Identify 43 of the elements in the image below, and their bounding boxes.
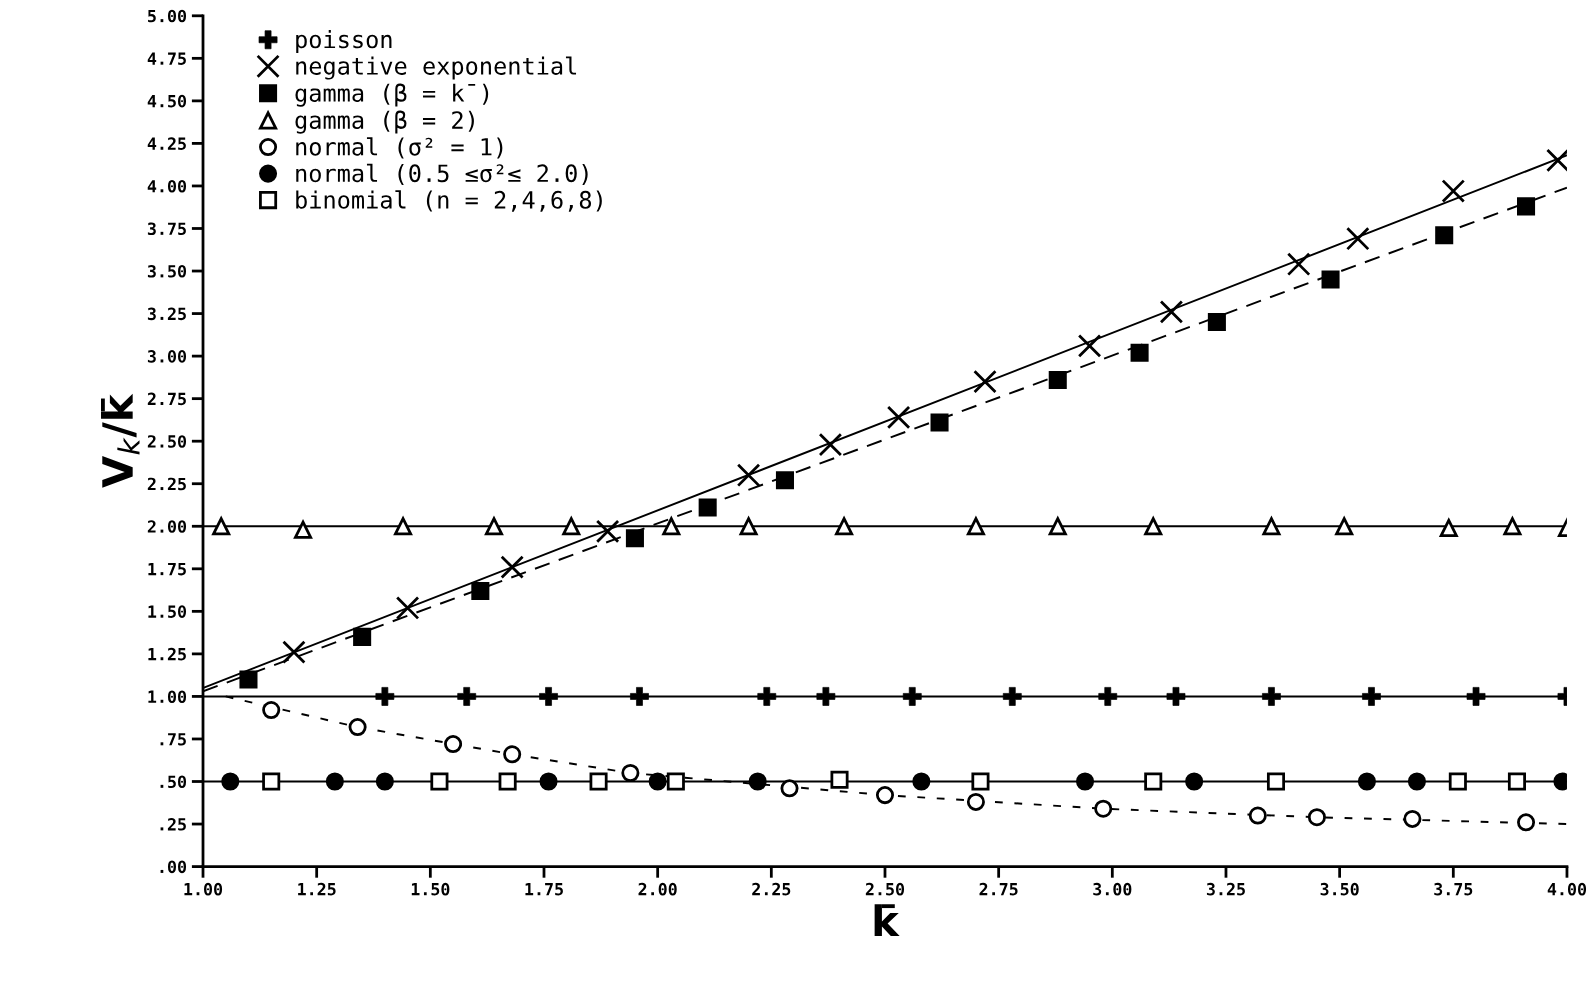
legend-label: binomial (n = 2,4,6,8) [296,190,602,212]
y-tick-label: 4.50 [147,94,187,108]
y-tick-label: 4.00 [147,179,187,193]
y-tick-label: 3.00 [147,350,187,363]
y-tick-label: 3.50 [147,264,187,278]
x-tick-label: 1.00 [184,882,223,896]
y-tick-label: .75 [160,733,186,746]
y-tick-label: 2.50 [147,435,187,448]
x-tick-label: 1.25 [298,882,336,896]
x-tick-label: 3.25 [1206,882,1245,896]
y-tick-label: 1.50 [148,605,187,618]
y-tick-label: 1.25 [148,647,186,661]
x-tick-label: 2.75 [979,882,1018,896]
legend-label: normal (σ² = 1) [296,137,503,159]
x-tick-label: 3.00 [1093,882,1132,896]
x-tick-label: 3.50 [1320,882,1359,896]
y-tick-label: .25 [160,818,186,831]
x-tick-label: 1.50 [411,882,450,896]
y-tick-label: 1.00 [148,690,187,703]
y-tick-label: 3.25 [147,307,186,321]
x-tick-label: 4.00 [1547,882,1586,896]
legend-label: negative exponential [296,56,577,80]
legend-label: gamma (β = 2) [295,110,474,134]
x-axis-title: k̄ [874,904,900,936]
legend-label: normal (0.5 ≤σ²≤ 2.0) [296,163,588,185]
x-tick-label: 2.00 [638,882,677,896]
y-axis-title: V$_{k}$/k̄ [101,393,140,488]
x-tick-label: 2.25 [752,882,791,896]
legend-label: poisson [296,30,392,53]
y-tick-label: 2.25 [147,477,186,491]
y-tick-label: .50 [160,775,187,789]
y-tick-label: 2.00 [147,520,187,533]
legend-label: gamma (β = k̄) [295,83,489,107]
y-tick-label: 4.75 [147,52,186,65]
x-tick-label: 1.75 [525,883,563,896]
x-tick-label: 2.50 [865,882,905,896]
y-tick-label: 3.75 [147,222,186,236]
y-tick-label: 1.75 [148,562,186,576]
y-tick-label: 4.25 [147,137,186,150]
y-tick-label: .00 [160,860,187,874]
y-tick-label: 2.75 [147,392,186,406]
y-tick-label: 5.00 [148,9,187,23]
x-tick-label: 3.75 [1434,882,1473,896]
